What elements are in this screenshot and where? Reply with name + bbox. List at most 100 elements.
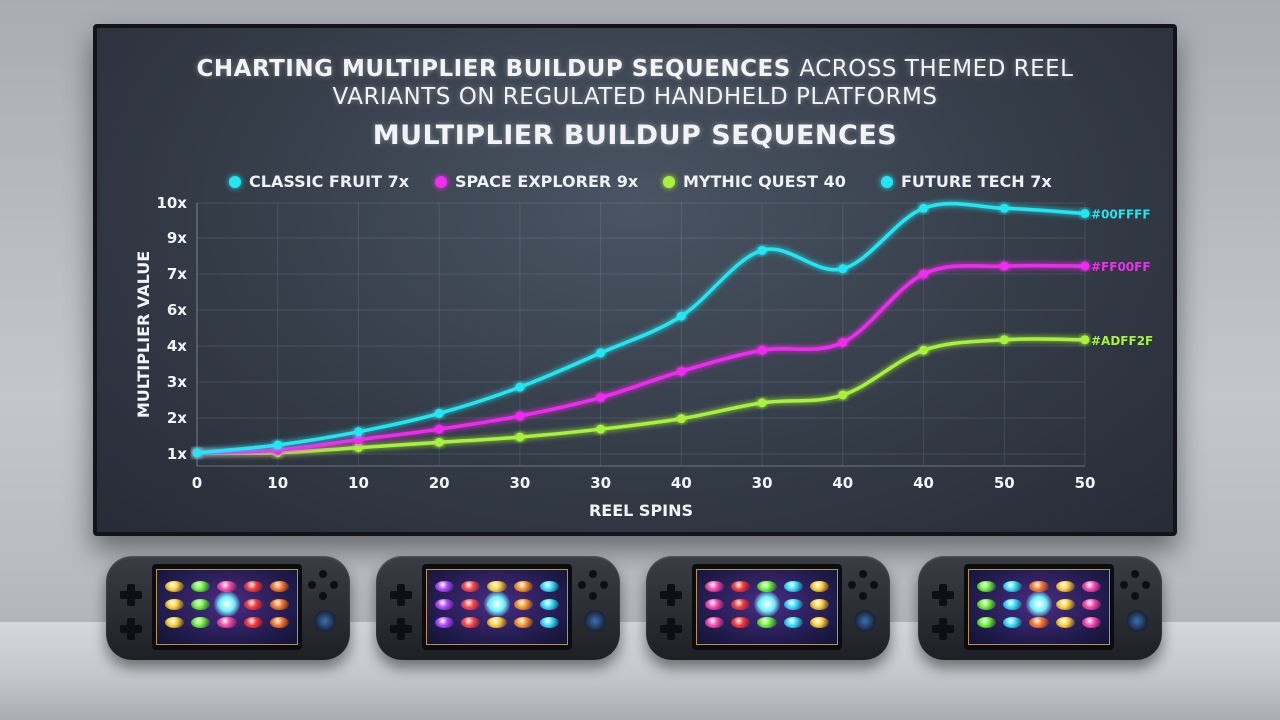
reel-symbol-icon bbox=[487, 617, 507, 628]
dpad-icon[interactable] bbox=[390, 584, 412, 606]
reel-symbol-icon bbox=[513, 599, 533, 610]
console-display bbox=[152, 564, 302, 650]
legend-label: CLASSIC FRUIT 7x bbox=[249, 172, 410, 191]
handheld-console-4 bbox=[918, 556, 1162, 660]
face-button[interactable] bbox=[330, 581, 338, 589]
reel-symbol-icon bbox=[165, 581, 185, 592]
data-point bbox=[757, 398, 767, 408]
reel-symbol-icon bbox=[243, 599, 263, 610]
data-point bbox=[1080, 209, 1090, 219]
analog-stick[interactable] bbox=[854, 610, 876, 632]
reel-symbol-icon bbox=[461, 581, 481, 592]
data-point bbox=[838, 390, 848, 400]
face-button[interactable] bbox=[870, 581, 878, 589]
face-button[interactable] bbox=[1131, 570, 1139, 578]
data-point bbox=[515, 432, 525, 442]
series-end-label: #ADFF2F bbox=[1091, 334, 1153, 348]
face-button[interactable] bbox=[859, 570, 867, 578]
data-point bbox=[353, 435, 363, 445]
slot-game-screen bbox=[696, 569, 838, 645]
dpad-icon[interactable] bbox=[932, 584, 954, 606]
reel-symbol-icon bbox=[461, 599, 481, 610]
data-point bbox=[434, 437, 444, 447]
data-point bbox=[1080, 261, 1090, 271]
dpad-secondary-icon[interactable] bbox=[390, 618, 412, 640]
chart-title-line-1: CHARTING MULTIPLIER BUILDUP SEQUENCES AC… bbox=[97, 56, 1173, 82]
face-button[interactable] bbox=[1142, 581, 1150, 589]
legend-label: FUTURE TECH 7x bbox=[901, 172, 1052, 191]
data-point bbox=[676, 311, 686, 321]
dpad-icon[interactable] bbox=[120, 584, 142, 606]
reel-symbol-icon bbox=[783, 599, 803, 610]
legend-label: SPACE EXPLORER 9x bbox=[455, 172, 639, 191]
face-buttons[interactable] bbox=[308, 570, 338, 600]
face-button[interactable] bbox=[589, 570, 597, 578]
face-button[interactable] bbox=[319, 592, 327, 600]
series-end-label: #00FFFF bbox=[1091, 208, 1151, 222]
face-button[interactable] bbox=[1131, 592, 1139, 600]
y-tick-label: 9x bbox=[167, 229, 187, 247]
reel-symbol-icon bbox=[977, 617, 997, 628]
face-button[interactable] bbox=[589, 592, 597, 600]
analog-stick[interactable] bbox=[584, 610, 606, 632]
chart-plot: 10x 9x 7x 6x 4x 3x 2x 1x 0 10 10 20 30 30 40 30 40 40 50 50… bbox=[134, 194, 1153, 520]
legend-dot-icon bbox=[435, 175, 447, 188]
face-button[interactable] bbox=[319, 570, 327, 578]
x-tick-label: 40 bbox=[671, 474, 692, 492]
analog-stick[interactable] bbox=[314, 610, 336, 632]
face-button[interactable] bbox=[578, 581, 586, 589]
reel-symbol-icon bbox=[1081, 617, 1101, 628]
reel-symbol-icon bbox=[757, 617, 777, 628]
slot-game-screen bbox=[156, 569, 298, 645]
face-button[interactable] bbox=[308, 581, 316, 589]
face-buttons[interactable] bbox=[1120, 570, 1150, 600]
reel-symbol-icon bbox=[435, 599, 455, 610]
reel-symbol-icon bbox=[809, 617, 829, 628]
face-button[interactable] bbox=[1120, 581, 1128, 589]
analog-stick[interactable] bbox=[1126, 610, 1148, 632]
x-tick-label: 50 bbox=[994, 474, 1015, 492]
dpad-icon[interactable] bbox=[660, 584, 682, 606]
x-tick-label: 30 bbox=[752, 474, 773, 492]
x-tick-label: 40 bbox=[913, 474, 934, 492]
legend-dot-icon bbox=[229, 175, 241, 188]
legend-label: MYTHIC QUEST 40 bbox=[683, 172, 846, 191]
dpad-secondary-icon[interactable] bbox=[120, 618, 142, 640]
chart-legend: CLASSIC FRUIT 7x SPACE EXPLORER 9x MYTHI… bbox=[97, 172, 1173, 196]
legend-entry-classic-fruit: CLASSIC FRUIT 7x bbox=[229, 172, 409, 191]
reel-symbol-icon bbox=[783, 617, 803, 628]
reel-symbol-icon bbox=[539, 599, 559, 610]
reel-symbol-icon bbox=[191, 599, 211, 610]
data-point bbox=[353, 427, 363, 437]
face-buttons[interactable] bbox=[578, 570, 608, 600]
data-point bbox=[999, 335, 1009, 345]
console-display bbox=[692, 564, 842, 650]
console-display bbox=[964, 564, 1114, 650]
y-tick-label: 2x bbox=[167, 409, 187, 427]
wall-display: CHARTING MULTIPLIER BUILDUP SEQUENCES AC… bbox=[93, 24, 1177, 536]
data-point bbox=[838, 264, 848, 274]
reel-grid bbox=[433, 579, 561, 630]
series-line bbox=[195, 201, 1087, 455]
slot-game-screen bbox=[426, 569, 568, 645]
legend-dot-icon bbox=[881, 175, 893, 188]
face-button[interactable] bbox=[600, 581, 608, 589]
legend-dot-icon bbox=[663, 175, 675, 188]
reel-symbol-icon bbox=[757, 581, 777, 592]
x-tick-label: 10 bbox=[267, 474, 288, 492]
handheld-console-1 bbox=[106, 556, 350, 660]
dpad-secondary-icon[interactable] bbox=[660, 618, 682, 640]
legend-entry-future-tech: FUTURE TECH 7x bbox=[881, 172, 1052, 191]
face-button[interactable] bbox=[848, 581, 856, 589]
dpad-secondary-icon[interactable] bbox=[932, 618, 954, 640]
face-buttons[interactable] bbox=[848, 570, 878, 600]
data-point bbox=[838, 337, 848, 347]
reel-symbol-icon bbox=[243, 617, 263, 628]
face-button[interactable] bbox=[859, 592, 867, 600]
reel-symbol-icon bbox=[269, 581, 289, 592]
legend-entry-mythic-quest: MYTHIC QUEST 40 bbox=[663, 172, 846, 191]
data-point bbox=[353, 443, 363, 453]
win-glow-icon bbox=[1026, 591, 1052, 618]
data-point bbox=[273, 440, 283, 450]
reel-symbol-icon bbox=[705, 617, 725, 628]
